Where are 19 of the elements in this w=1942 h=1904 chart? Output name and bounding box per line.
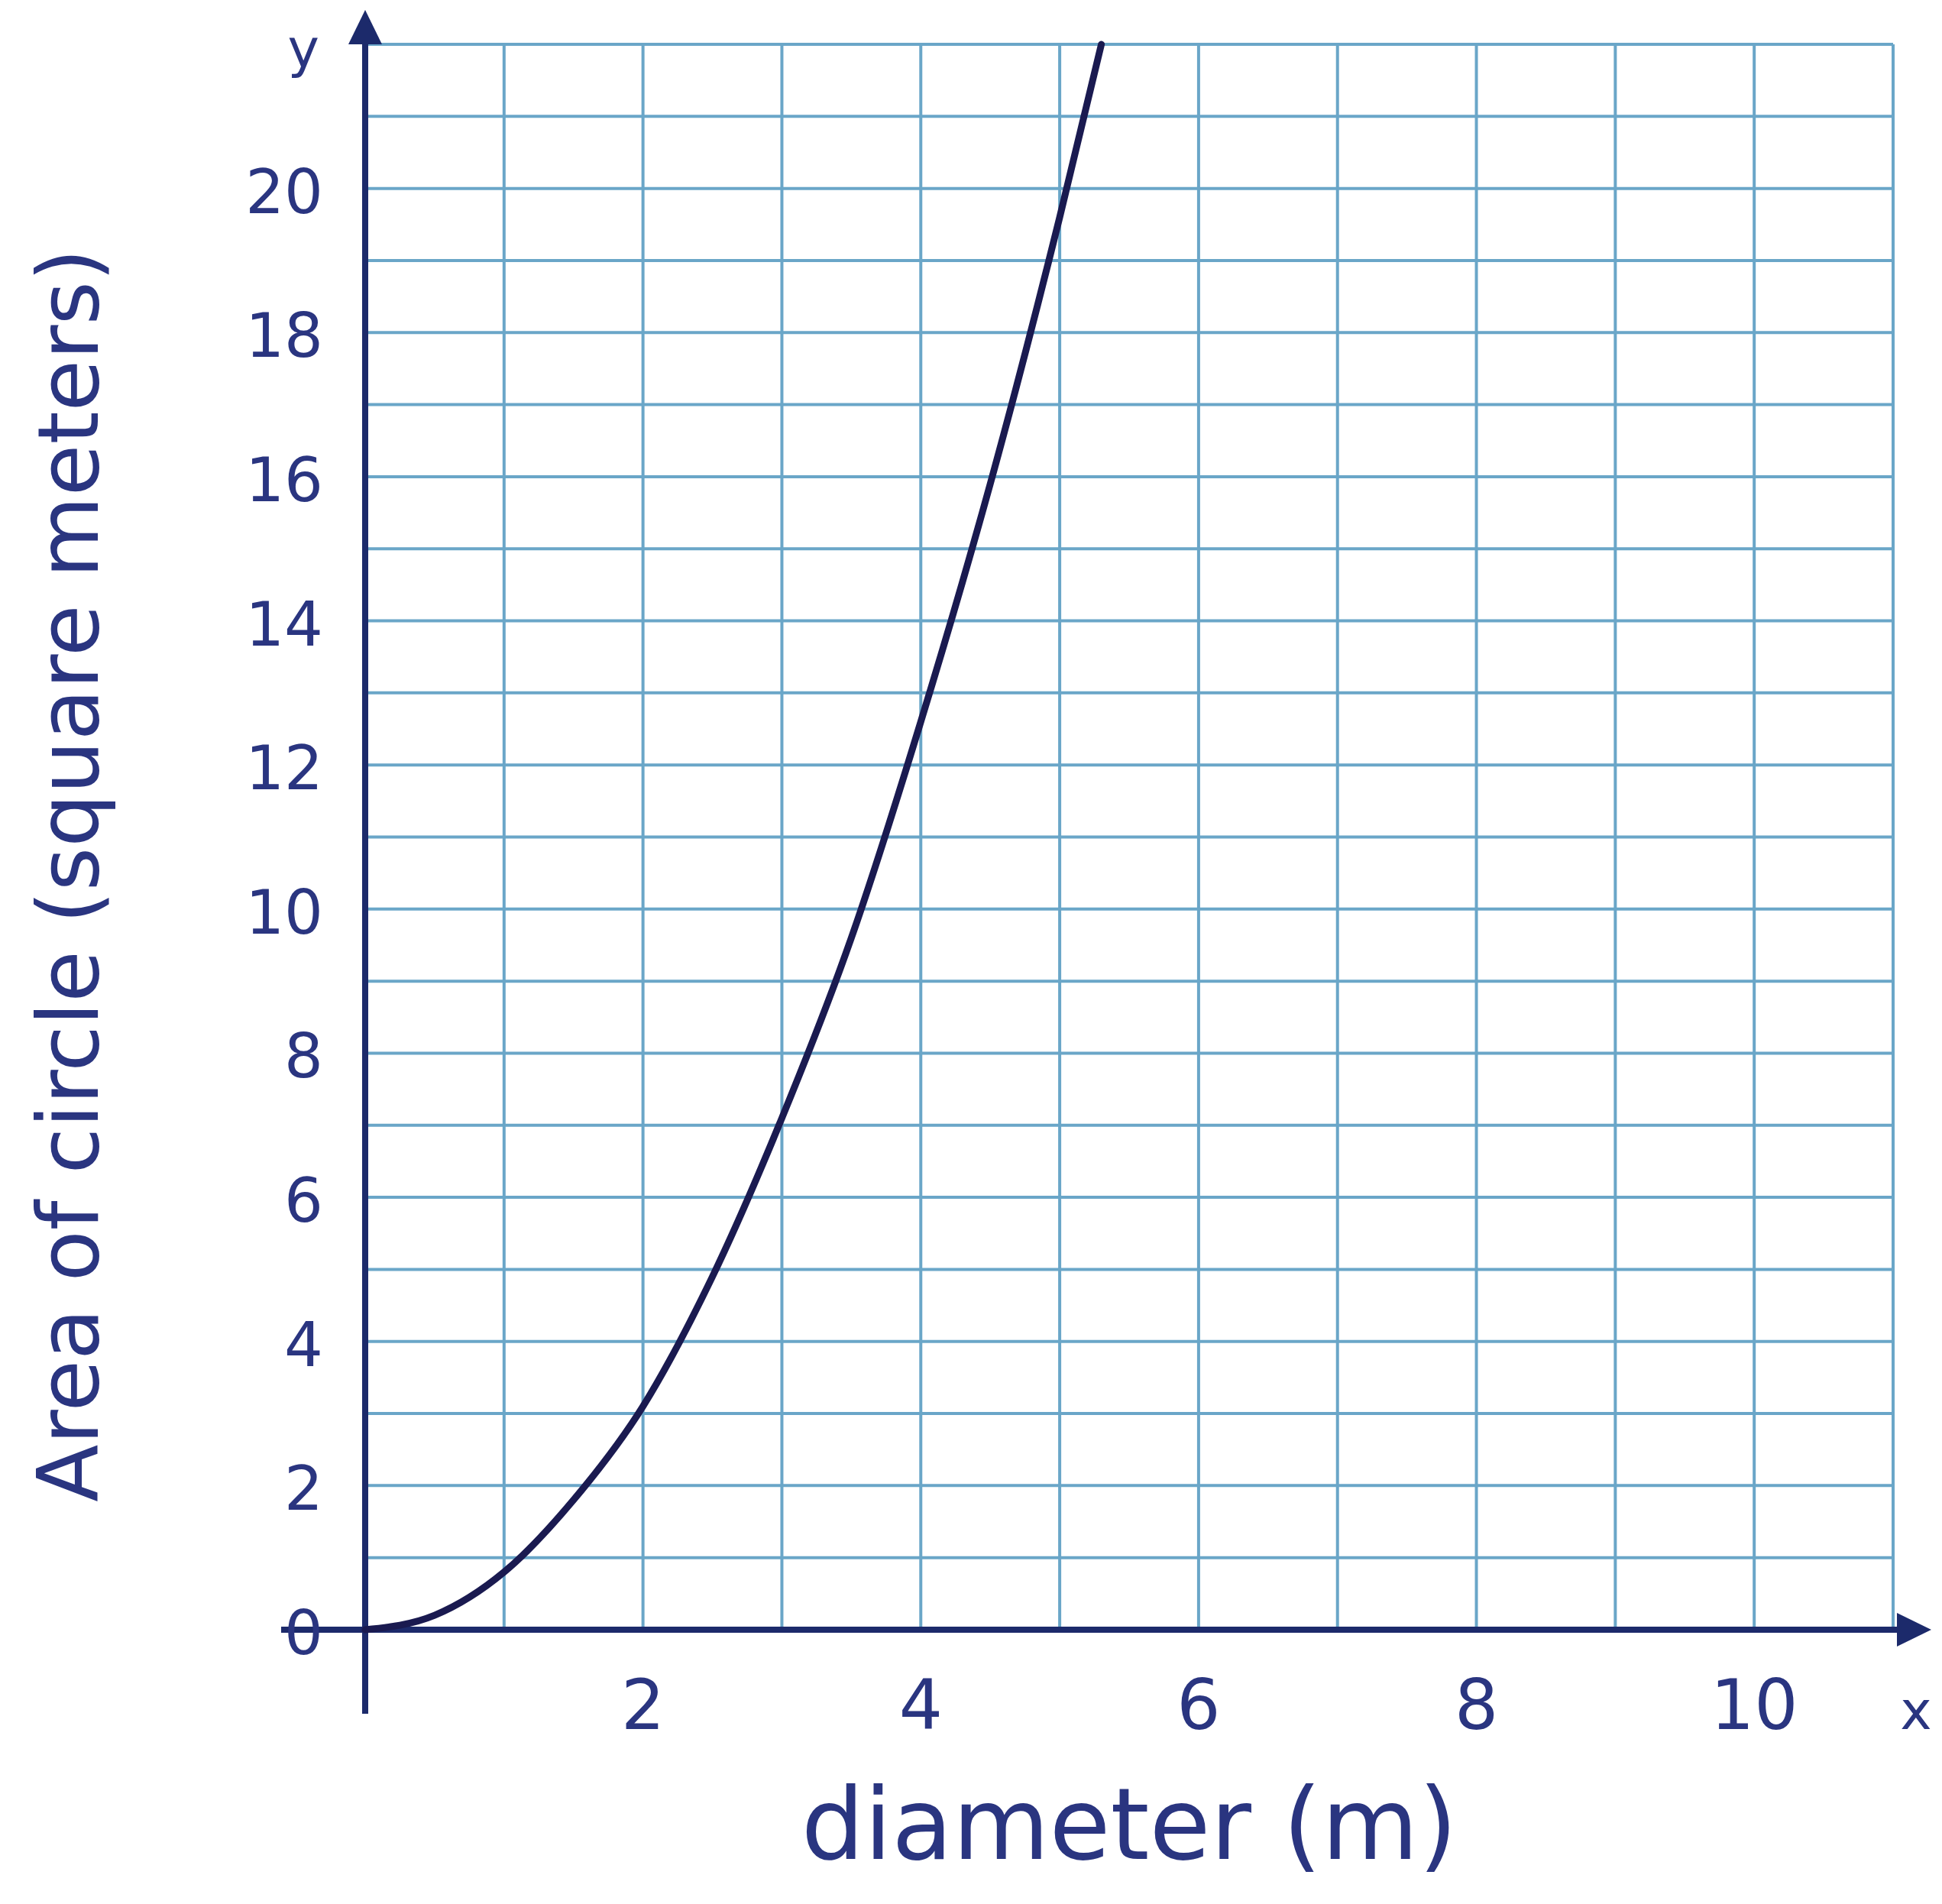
text: x xyxy=(1900,1679,1932,1742)
y-tick-label: 18 xyxy=(245,300,323,372)
x-axis-title: diameter (m) xyxy=(801,1766,1458,1883)
y-tick-label: 10 xyxy=(245,876,323,948)
y-axis-title: Area of circle (square meters) xyxy=(20,248,118,1502)
y-tick-label: 6 xyxy=(284,1165,323,1237)
text: y xyxy=(287,18,319,80)
x-tick-label: 2 xyxy=(621,1665,665,1745)
x-tick-label: 8 xyxy=(1454,1665,1499,1745)
y-tick-label: 20 xyxy=(245,156,323,228)
x-tick-label: 6 xyxy=(1177,1665,1221,1745)
y-tick-label: 8 xyxy=(284,1021,323,1093)
y-tick-label: 16 xyxy=(245,444,323,516)
y-tick-label: 12 xyxy=(245,733,323,805)
y-tick-label: 4 xyxy=(284,1309,323,1381)
y-tick-label: 14 xyxy=(245,588,323,660)
x-tick-label: 4 xyxy=(898,1665,943,1745)
x-tick-label: 10 xyxy=(1710,1665,1798,1745)
y-tick-label: 2 xyxy=(284,1453,323,1525)
